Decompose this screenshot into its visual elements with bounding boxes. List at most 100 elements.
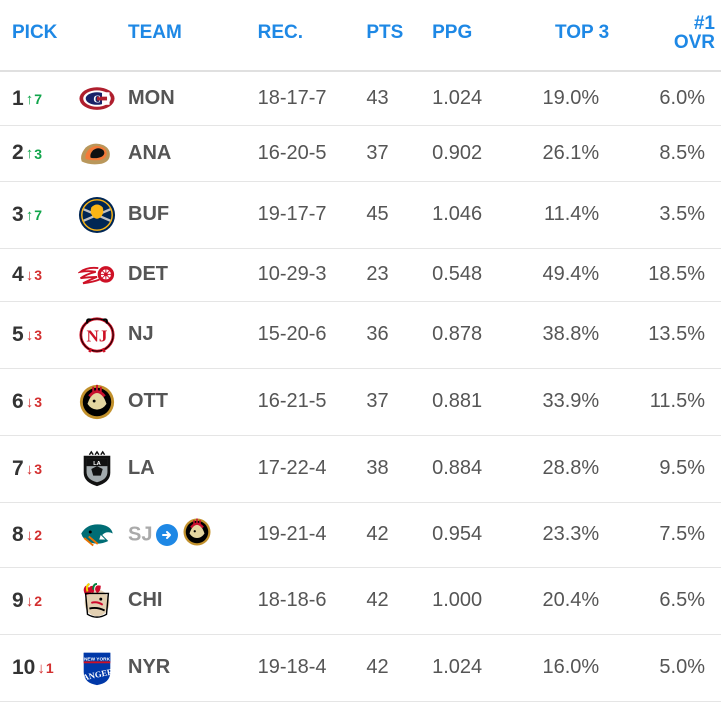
team-logo-mon: C xyxy=(72,71,122,126)
ppg-cell: 0.954 xyxy=(426,502,509,567)
rank-cell: 6↓3 xyxy=(0,368,72,435)
arrow-down-icon: ↓ xyxy=(26,462,34,477)
team-cell: SJ xyxy=(122,502,252,567)
draft-lottery-table: PICK TEAM REC. PTS PPG TOP 3 #1 OVR 1↑7 … xyxy=(0,0,721,702)
team-logo-ott xyxy=(72,368,122,435)
header-ovr-line2: OVR xyxy=(621,33,715,52)
ppg-cell: 0.902 xyxy=(426,126,509,182)
rank-value: 1 xyxy=(12,87,24,110)
team-abbr: CHI xyxy=(128,589,162,611)
team-logo-buf xyxy=(72,181,122,248)
team-logo-sj xyxy=(72,502,122,567)
pts-cell: 42 xyxy=(360,502,426,567)
team-logo-nj: NJ xyxy=(72,301,122,368)
top3-cell: 26.1% xyxy=(509,126,615,182)
ovr-cell: 6.5% xyxy=(615,567,721,634)
delta-value: 2 xyxy=(34,527,42,543)
delta-value: 2 xyxy=(34,593,42,609)
traded-from-abbr: SJ xyxy=(128,523,152,545)
rank-value: 4 xyxy=(12,263,24,286)
ovr-cell: 9.5% xyxy=(615,435,721,502)
ppg-cell: 0.881 xyxy=(426,368,509,435)
ovr-cell: 7.5% xyxy=(615,502,721,567)
rank-value: 10 xyxy=(12,656,35,679)
header-rec: REC. xyxy=(252,0,361,71)
team-cell: BUF xyxy=(122,181,252,248)
header-logo xyxy=(72,0,122,71)
pts-cell: 37 xyxy=(360,368,426,435)
ppg-cell: 0.878 xyxy=(426,301,509,368)
pts-cell: 23 xyxy=(360,248,426,301)
ovr-cell: 13.5% xyxy=(615,301,721,368)
arrow-up-icon: ↑ xyxy=(26,92,34,107)
delta-down: ↓3 xyxy=(26,327,42,343)
arrow-down-icon: ↓ xyxy=(26,528,34,543)
rank-cell: 7↓3 xyxy=(0,435,72,502)
pts-cell: 37 xyxy=(360,126,426,182)
team-abbr: LA xyxy=(128,457,155,479)
svg-text:C: C xyxy=(93,94,100,105)
ppg-cell: 0.548 xyxy=(426,248,509,301)
team-logo-nyr: NEW YORK RANGERS xyxy=(72,634,122,701)
ppg-cell: 1.024 xyxy=(426,71,509,126)
delta-value: 3 xyxy=(34,394,42,410)
top3-cell: 11.4% xyxy=(509,181,615,248)
rank-cell: 1↑7 xyxy=(0,71,72,126)
team-cell: MON xyxy=(122,71,252,126)
team-cell: NJ xyxy=(122,301,252,368)
rank-cell: 3↑7 xyxy=(0,181,72,248)
delta-value: 7 xyxy=(34,207,42,223)
ovr-cell: 3.5% xyxy=(615,181,721,248)
team-cell: DET xyxy=(122,248,252,301)
team-cell: OTT xyxy=(122,368,252,435)
arrow-up-icon: ↑ xyxy=(26,146,34,161)
pts-cell: 42 xyxy=(360,567,426,634)
team-logo-chi xyxy=(72,567,122,634)
top3-cell: 28.8% xyxy=(509,435,615,502)
header-top3: TOP 3 xyxy=(509,0,615,71)
traded-to-logo-ott xyxy=(182,517,212,553)
ppg-cell: 1.046 xyxy=(426,181,509,248)
top3-cell: 33.9% xyxy=(509,368,615,435)
team-logo-ana xyxy=(72,126,122,182)
rec-cell: 18-17-7 xyxy=(252,71,361,126)
rank-cell: 2↑3 xyxy=(0,126,72,182)
header-ovr: #1 OVR xyxy=(615,0,721,71)
ppg-cell: 1.024 xyxy=(426,634,509,701)
delta-down: ↓3 xyxy=(26,394,42,410)
rank-value: 5 xyxy=(12,323,24,346)
ovr-cell: 5.0% xyxy=(615,634,721,701)
table-row: 9↓2 CHI18-18-6421.00020.4%6.5% xyxy=(0,567,721,634)
rec-cell: 10-29-3 xyxy=(252,248,361,301)
delta-up: ↑3 xyxy=(26,146,42,162)
team-abbr: DET xyxy=(128,263,168,285)
team-abbr: MON xyxy=(128,87,175,109)
team-cell: NYR xyxy=(122,634,252,701)
trade-arrow-icon xyxy=(156,524,178,546)
rank-cell: 8↓2 xyxy=(0,502,72,567)
rec-cell: 19-18-4 xyxy=(252,634,361,701)
top3-cell: 19.0% xyxy=(509,71,615,126)
rank-cell: 10↓1 xyxy=(0,634,72,701)
table-row: 10↓1 NEW YORK RANGERS NYR19-18-4421.0241… xyxy=(0,634,721,701)
table-row: 2↑3 ANA16-20-5370.90226.1%8.5% xyxy=(0,126,721,182)
table-row: 3↑7 BUF19-17-7451.04611.4%3.5% xyxy=(0,181,721,248)
rank-value: 2 xyxy=(12,141,24,164)
arrow-down-icon: ↓ xyxy=(37,661,45,676)
top3-cell: 23.3% xyxy=(509,502,615,567)
rank-value: 6 xyxy=(12,390,24,413)
ppg-cell: 1.000 xyxy=(426,567,509,634)
team-abbr: BUF xyxy=(128,203,169,225)
team-abbr: NJ xyxy=(128,323,154,345)
ovr-cell: 18.5% xyxy=(615,248,721,301)
rank-cell: 5↓3 xyxy=(0,301,72,368)
table-row: 7↓3 LA LA17-22-4380.88428.8%9.5% xyxy=(0,435,721,502)
svg-text:NJ: NJ xyxy=(87,326,108,345)
team-cell: ANA xyxy=(122,126,252,182)
rank-value: 8 xyxy=(12,523,24,546)
rank-cell: 9↓2 xyxy=(0,567,72,634)
rec-cell: 17-22-4 xyxy=(252,435,361,502)
team-abbr: NYR xyxy=(128,656,170,678)
top3-cell: 38.8% xyxy=(509,301,615,368)
delta-up: ↑7 xyxy=(26,207,42,223)
